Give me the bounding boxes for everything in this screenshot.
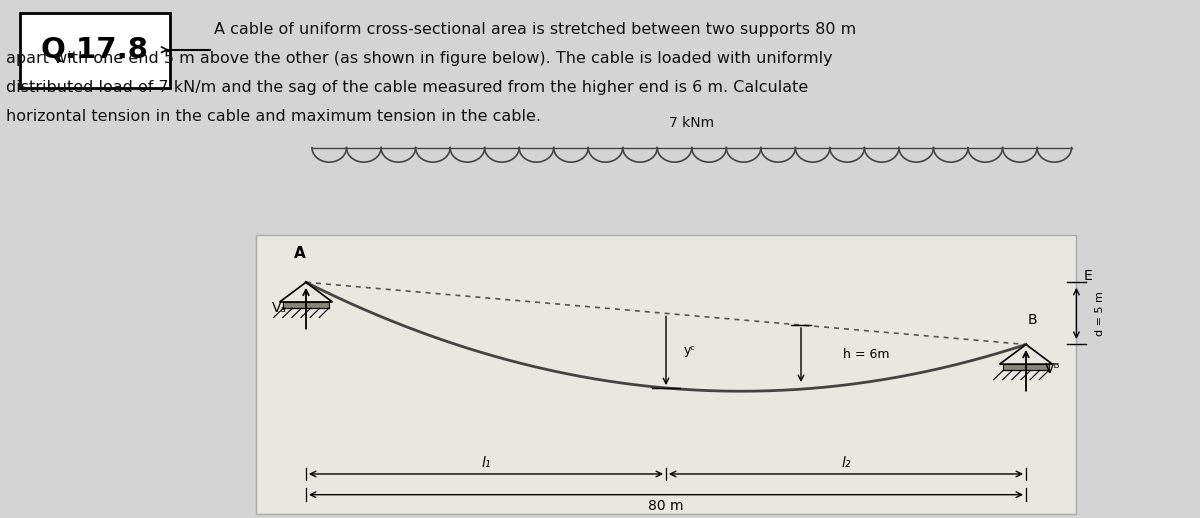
Text: h = 6m: h = 6m	[842, 348, 889, 361]
Text: 80 m: 80 m	[648, 499, 684, 513]
Text: l₂: l₂	[841, 455, 851, 470]
Text: horizontal tension in the cable and maximum tension in the cable.: horizontal tension in the cable and maxi…	[6, 109, 541, 123]
Text: l₁: l₁	[481, 455, 491, 470]
Text: 7 kNm: 7 kNm	[670, 116, 714, 130]
Text: distributed load of 7 kN/m and the sag of the cable measured from the higher end: distributed load of 7 kN/m and the sag o…	[6, 80, 809, 94]
FancyBboxPatch shape	[256, 235, 1076, 514]
Bar	[1003, 364, 1049, 370]
Text: yᶜ: yᶜ	[684, 344, 696, 357]
Text: Q.17.8: Q.17.8	[41, 36, 149, 64]
Text: B: B	[1027, 313, 1037, 327]
Text: d = 5 m: d = 5 m	[1096, 291, 1105, 336]
Text: Vₐ: Vₐ	[272, 301, 287, 315]
Text: E: E	[1084, 269, 1093, 283]
Text: A: A	[294, 247, 306, 261]
Bar	[283, 302, 329, 308]
Text: apart with one end 5 m above the other (as shown in figure below). The cable is : apart with one end 5 m above the other (…	[6, 51, 833, 65]
FancyBboxPatch shape	[20, 13, 170, 88]
Text: A cable of uniform cross-sectional area is stretched between two supports 80 m: A cable of uniform cross-sectional area …	[214, 22, 856, 36]
Text: Vᴮ: Vᴮ	[1045, 362, 1060, 376]
